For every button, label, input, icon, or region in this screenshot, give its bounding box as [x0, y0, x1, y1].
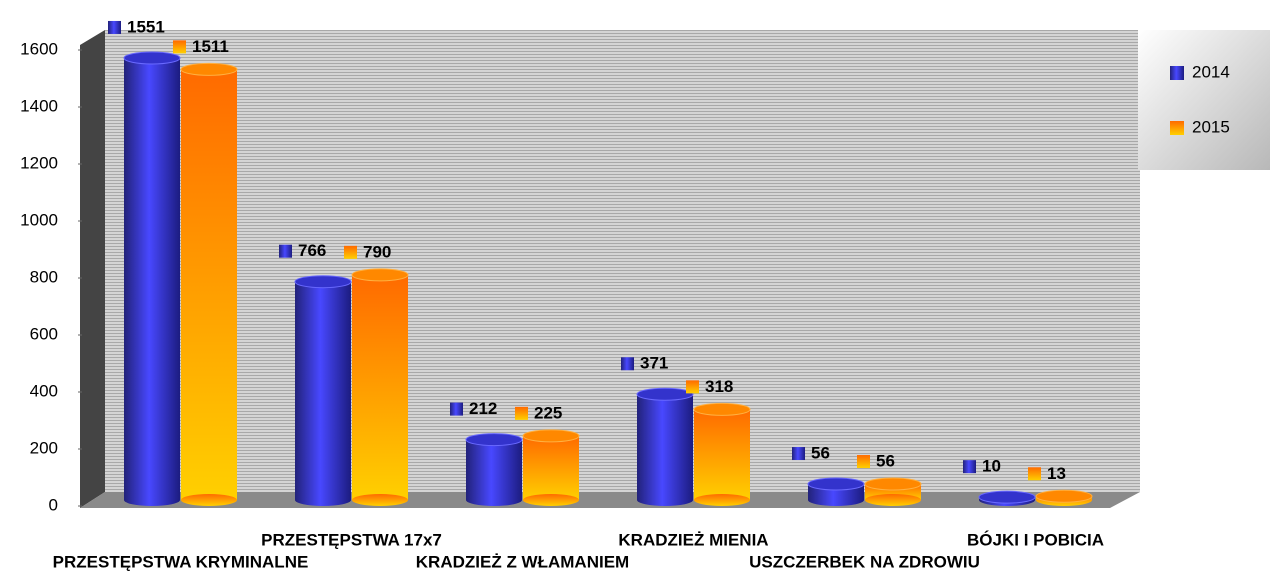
bar-base — [181, 494, 237, 506]
bar-base — [694, 494, 750, 506]
label-marker — [1028, 467, 1041, 481]
data-label: 318 — [705, 377, 733, 396]
bar — [864, 477, 922, 506]
data-label: 56 — [876, 452, 895, 471]
x-tick-label: KRADZIEŻ Z WŁAMANIEM — [416, 552, 629, 571]
y-tick-label: 600 — [30, 324, 58, 343]
bar-body — [181, 69, 237, 501]
bar-base — [466, 494, 522, 506]
back-wall — [105, 30, 1140, 492]
bar-body — [694, 409, 750, 500]
label-marker — [173, 40, 186, 54]
data-label: 790 — [363, 242, 391, 261]
x-tick-label: KRADZIEŻ MIENIA — [618, 530, 768, 549]
legend-label: 2015 — [1192, 117, 1230, 136]
bar — [294, 275, 352, 506]
side-wall — [80, 30, 105, 508]
bar-top — [180, 62, 238, 76]
bar-top — [294, 275, 352, 289]
bar — [123, 51, 181, 506]
bar — [636, 387, 694, 506]
bar-top — [864, 477, 922, 491]
data-label: 1551 — [127, 17, 165, 36]
data-label: 225 — [534, 403, 562, 422]
data-label: 13 — [1047, 464, 1066, 483]
bar — [180, 62, 238, 506]
label-marker — [515, 406, 528, 420]
bar-top — [1035, 489, 1093, 503]
bar-base — [523, 494, 579, 506]
bar-base — [295, 494, 351, 506]
bar-base — [124, 494, 180, 506]
bar — [693, 402, 751, 506]
bar-top — [465, 433, 523, 447]
data-label: 1511 — [192, 37, 229, 56]
label-marker — [450, 402, 463, 416]
bar-top — [693, 402, 751, 416]
legend-label: 2014 — [1192, 62, 1230, 81]
y-tick-label: 1000 — [20, 210, 58, 229]
x-tick-label: BÓJKI I POBICIA — [967, 530, 1104, 549]
legend-swatch — [1170, 66, 1184, 80]
y-tick-label: 800 — [30, 267, 58, 286]
data-label: 56 — [811, 444, 830, 463]
y-tick-label: 200 — [30, 438, 58, 457]
label-marker — [792, 447, 805, 461]
bar-body — [352, 274, 408, 500]
label-marker — [857, 455, 870, 469]
bar-top — [522, 429, 580, 443]
data-label: 10 — [982, 457, 1001, 476]
bar-body — [523, 435, 579, 500]
label-marker — [686, 380, 699, 394]
y-tick-label: 400 — [30, 381, 58, 400]
bar-base — [637, 494, 693, 506]
bar — [465, 433, 523, 506]
legend-swatch — [1170, 121, 1184, 135]
bar — [522, 429, 580, 506]
x-tick-label: PRZESTĘPSTWA KRYMINALNE — [53, 552, 309, 571]
y-tick-label: 0 — [49, 495, 58, 514]
x-tick-label: PRZESTĘPSTWA 17x7 — [261, 530, 442, 549]
label-marker — [108, 20, 121, 34]
label-marker — [279, 244, 292, 258]
y-tick-label: 1600 — [20, 39, 58, 58]
bar-body — [637, 394, 693, 500]
bar — [1035, 489, 1093, 506]
x-tick-label: USZCZERBEK NA ZDROWIU — [749, 552, 980, 571]
bar-body — [295, 281, 351, 500]
bar-base — [808, 494, 864, 506]
bar-top — [123, 51, 181, 65]
label-marker — [344, 245, 357, 259]
y-tick-label: 1400 — [20, 96, 58, 115]
bar — [351, 268, 409, 506]
y-tick-label: 1200 — [20, 153, 58, 172]
bar-top — [636, 387, 694, 401]
bar-base — [352, 494, 408, 506]
bar — [978, 490, 1036, 506]
bar-top — [351, 268, 409, 282]
bar-top — [807, 477, 865, 491]
data-label: 371 — [640, 354, 668, 373]
label-marker — [621, 357, 634, 371]
data-label: 212 — [469, 399, 497, 418]
bar-body — [124, 57, 180, 501]
bar-top — [978, 490, 1036, 504]
data-label: 766 — [298, 241, 326, 260]
bar-base — [865, 494, 921, 506]
bar-body — [466, 439, 522, 500]
label-marker — [963, 460, 976, 474]
legend-box — [1138, 30, 1270, 170]
bar — [807, 477, 865, 506]
